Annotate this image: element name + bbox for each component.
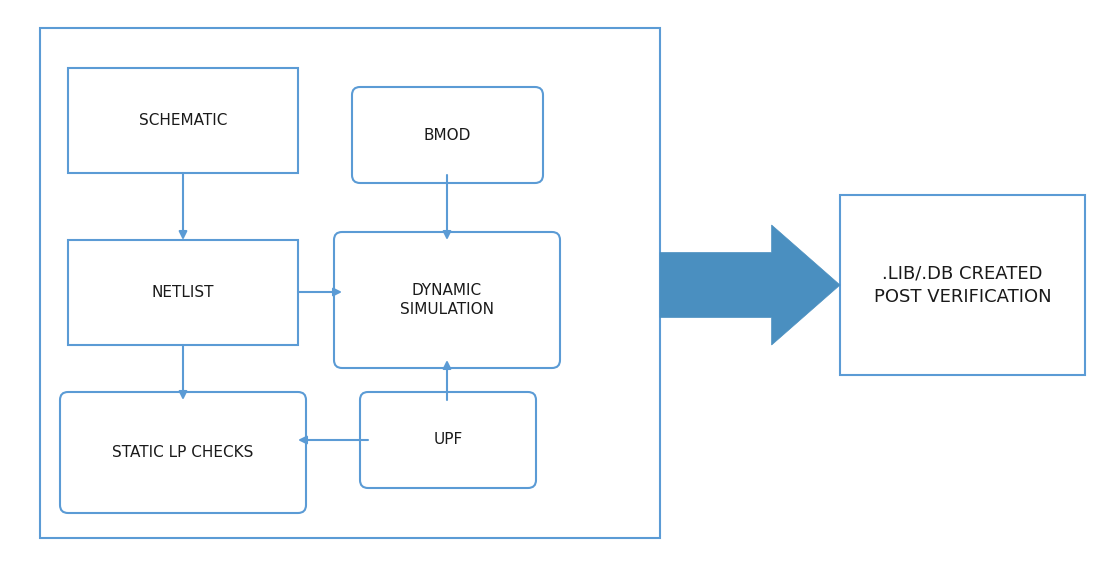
Text: .LIB/.DB CREATED
POST VERIFICATION: .LIB/.DB CREATED POST VERIFICATION <box>874 264 1052 306</box>
FancyBboxPatch shape <box>840 195 1085 375</box>
Text: NETLIST: NETLIST <box>152 285 214 300</box>
FancyBboxPatch shape <box>333 232 560 368</box>
FancyBboxPatch shape <box>360 392 536 488</box>
Text: UPF: UPF <box>433 433 462 448</box>
FancyBboxPatch shape <box>60 392 305 513</box>
Text: SCHEMATIC: SCHEMATIC <box>139 113 227 128</box>
FancyBboxPatch shape <box>352 87 543 183</box>
Text: STATIC LP CHECKS: STATIC LP CHECKS <box>112 445 254 460</box>
FancyBboxPatch shape <box>68 240 298 345</box>
Bar <box>40 28 660 538</box>
FancyBboxPatch shape <box>68 68 298 173</box>
Text: BMOD: BMOD <box>424 127 471 142</box>
Text: DYNAMIC
SIMULATION: DYNAMIC SIMULATION <box>399 283 493 317</box>
Polygon shape <box>660 225 840 345</box>
